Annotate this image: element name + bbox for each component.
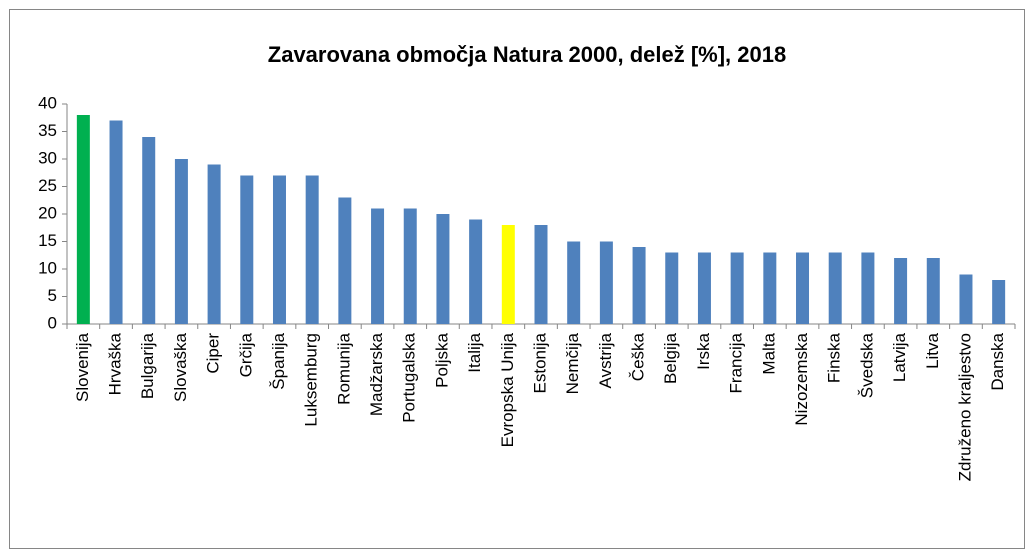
bar bbox=[142, 137, 156, 324]
x-tick-label: Belgija bbox=[661, 332, 680, 384]
x-tick-label: Ciper bbox=[204, 333, 223, 374]
bar bbox=[861, 252, 875, 324]
y-tick-label: 10 bbox=[38, 258, 57, 277]
bar bbox=[567, 241, 581, 324]
bar bbox=[240, 175, 254, 324]
bar bbox=[371, 208, 385, 324]
x-tick-label: Madžarska bbox=[367, 332, 386, 416]
x-tick-label: Finska bbox=[825, 332, 844, 383]
y-tick-label: 20 bbox=[38, 203, 57, 222]
bar bbox=[436, 214, 450, 324]
x-tick-label: Švedska bbox=[857, 332, 876, 398]
y-tick-label: 40 bbox=[38, 93, 57, 112]
bar bbox=[305, 175, 319, 324]
x-tick-label: Danska bbox=[988, 332, 1007, 390]
y-tick-label: 5 bbox=[48, 286, 57, 305]
x-tick-label: Romunija bbox=[334, 332, 353, 404]
bar bbox=[665, 252, 679, 324]
bar bbox=[109, 120, 123, 324]
bar bbox=[796, 252, 810, 324]
bar bbox=[76, 115, 90, 324]
x-tick-label: Slovaška bbox=[171, 332, 190, 402]
x-tick-label: Litva bbox=[923, 332, 942, 368]
x-tick-label: Nemčija bbox=[563, 332, 582, 394]
bar bbox=[469, 219, 483, 324]
bar bbox=[959, 274, 973, 324]
x-tick-label: Estonija bbox=[530, 332, 549, 393]
bar bbox=[272, 175, 286, 324]
x-tick-label: Irska bbox=[694, 332, 713, 369]
x-tick-label: Latvija bbox=[890, 332, 909, 382]
bar bbox=[534, 225, 548, 324]
chart-title: Zavarovana območja Natura 2000, delež [%… bbox=[268, 42, 786, 67]
bar bbox=[697, 252, 711, 324]
bar bbox=[632, 247, 646, 324]
bar bbox=[730, 252, 744, 324]
bar bbox=[926, 258, 940, 324]
bar bbox=[828, 252, 842, 324]
x-tick-label: Poljska bbox=[432, 332, 451, 387]
bar bbox=[403, 208, 417, 324]
bar bbox=[174, 159, 188, 324]
bar bbox=[207, 164, 221, 324]
y-tick-label: 30 bbox=[38, 148, 57, 167]
x-tick-label: Slovenija bbox=[73, 332, 92, 402]
y-tick-label: 15 bbox=[38, 231, 57, 250]
y-tick-label: 25 bbox=[38, 176, 57, 195]
bar bbox=[501, 225, 515, 324]
x-tick-label: Avstrija bbox=[596, 332, 615, 388]
x-tick-label: Malta bbox=[759, 332, 778, 374]
x-tick-label: Italija bbox=[465, 332, 484, 372]
x-tick-label: Španija bbox=[269, 332, 288, 389]
bar bbox=[763, 252, 777, 324]
bar bbox=[599, 241, 613, 324]
x-tick-label: Portugalska bbox=[400, 332, 419, 422]
bar bbox=[992, 280, 1006, 324]
x-tick-label: Grčija bbox=[236, 332, 255, 377]
x-tick-label: Nizozemska bbox=[792, 332, 811, 425]
x-tick-label: Hrvaška bbox=[106, 332, 125, 395]
bar bbox=[894, 258, 908, 324]
x-tick-label: Združeno kraljestvo bbox=[955, 333, 974, 481]
x-tick-label: Evropska Unija bbox=[498, 332, 517, 447]
x-tick-label: Češka bbox=[629, 332, 648, 381]
y-tick-label: 35 bbox=[38, 121, 57, 140]
x-tick-label: Bulgarija bbox=[138, 332, 157, 399]
x-tick-label: Luksemburg bbox=[302, 333, 321, 427]
bar bbox=[338, 197, 352, 324]
y-tick-label: 0 bbox=[48, 313, 57, 332]
x-tick-label: Francija bbox=[727, 332, 746, 393]
